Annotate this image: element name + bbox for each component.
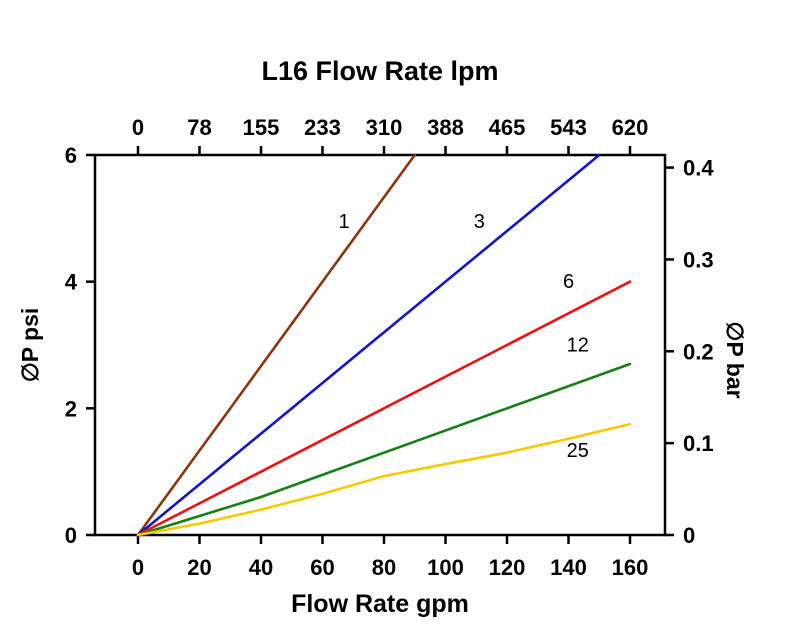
series-line-3 xyxy=(136,153,601,537)
x-top-tick-label: 543 xyxy=(550,115,587,140)
series-line-25 xyxy=(136,422,632,537)
x-top-tick-label: 0 xyxy=(132,115,144,140)
x-top-tick-label: 465 xyxy=(489,115,526,140)
x-bottom-tick-label: 120 xyxy=(489,555,526,580)
x-top-tick-label: 155 xyxy=(243,115,280,140)
y-right-tick-label: 0.4 xyxy=(683,156,714,181)
x-bottom-tick-label: 20 xyxy=(187,555,211,580)
y-right-tick-label: 0 xyxy=(683,523,695,548)
y-right-tick-label: 0.2 xyxy=(683,339,714,364)
y-left-tick-label: 0 xyxy=(65,523,77,548)
x-top-tick-label: 620 xyxy=(612,115,649,140)
series-line-1 xyxy=(136,153,417,537)
series-label-3: 3 xyxy=(474,211,485,233)
x-bottom-tick-label: 40 xyxy=(249,555,273,580)
x-bottom-tick-label: 140 xyxy=(550,555,587,580)
x-axis-label-bottom: Flow Rate gpm xyxy=(291,590,469,618)
y-left-tick-label: 2 xyxy=(65,396,77,421)
plot-border xyxy=(93,153,667,537)
series-label-1: 1 xyxy=(338,211,349,233)
series-label-25: 25 xyxy=(567,440,589,462)
x-top-tick-label: 310 xyxy=(366,115,403,140)
y-left-tick-label: 4 xyxy=(65,270,78,295)
y-right-tick-label: 0.1 xyxy=(683,431,714,456)
series-line-12 xyxy=(136,362,632,537)
x-top-tick-label: 233 xyxy=(304,115,341,140)
x-bottom-tick-label: 60 xyxy=(310,555,334,580)
x-bottom-tick-label: 80 xyxy=(372,555,396,580)
y-left-tick-label: 6 xyxy=(65,143,77,168)
x-top-tick-label: 78 xyxy=(187,115,211,140)
x-top-tick-label: 388 xyxy=(427,115,464,140)
chart-title: L16 Flow Rate lpm xyxy=(261,56,499,86)
series-label-12: 12 xyxy=(567,334,589,356)
x-bottom-tick-label: 100 xyxy=(427,555,464,580)
series-line-6 xyxy=(136,280,632,537)
x-bottom-tick-label: 0 xyxy=(132,555,144,580)
x-bottom-tick-label: 160 xyxy=(612,555,649,580)
series-label-6: 6 xyxy=(563,271,574,293)
y-right-tick-label: 0.3 xyxy=(683,247,714,272)
